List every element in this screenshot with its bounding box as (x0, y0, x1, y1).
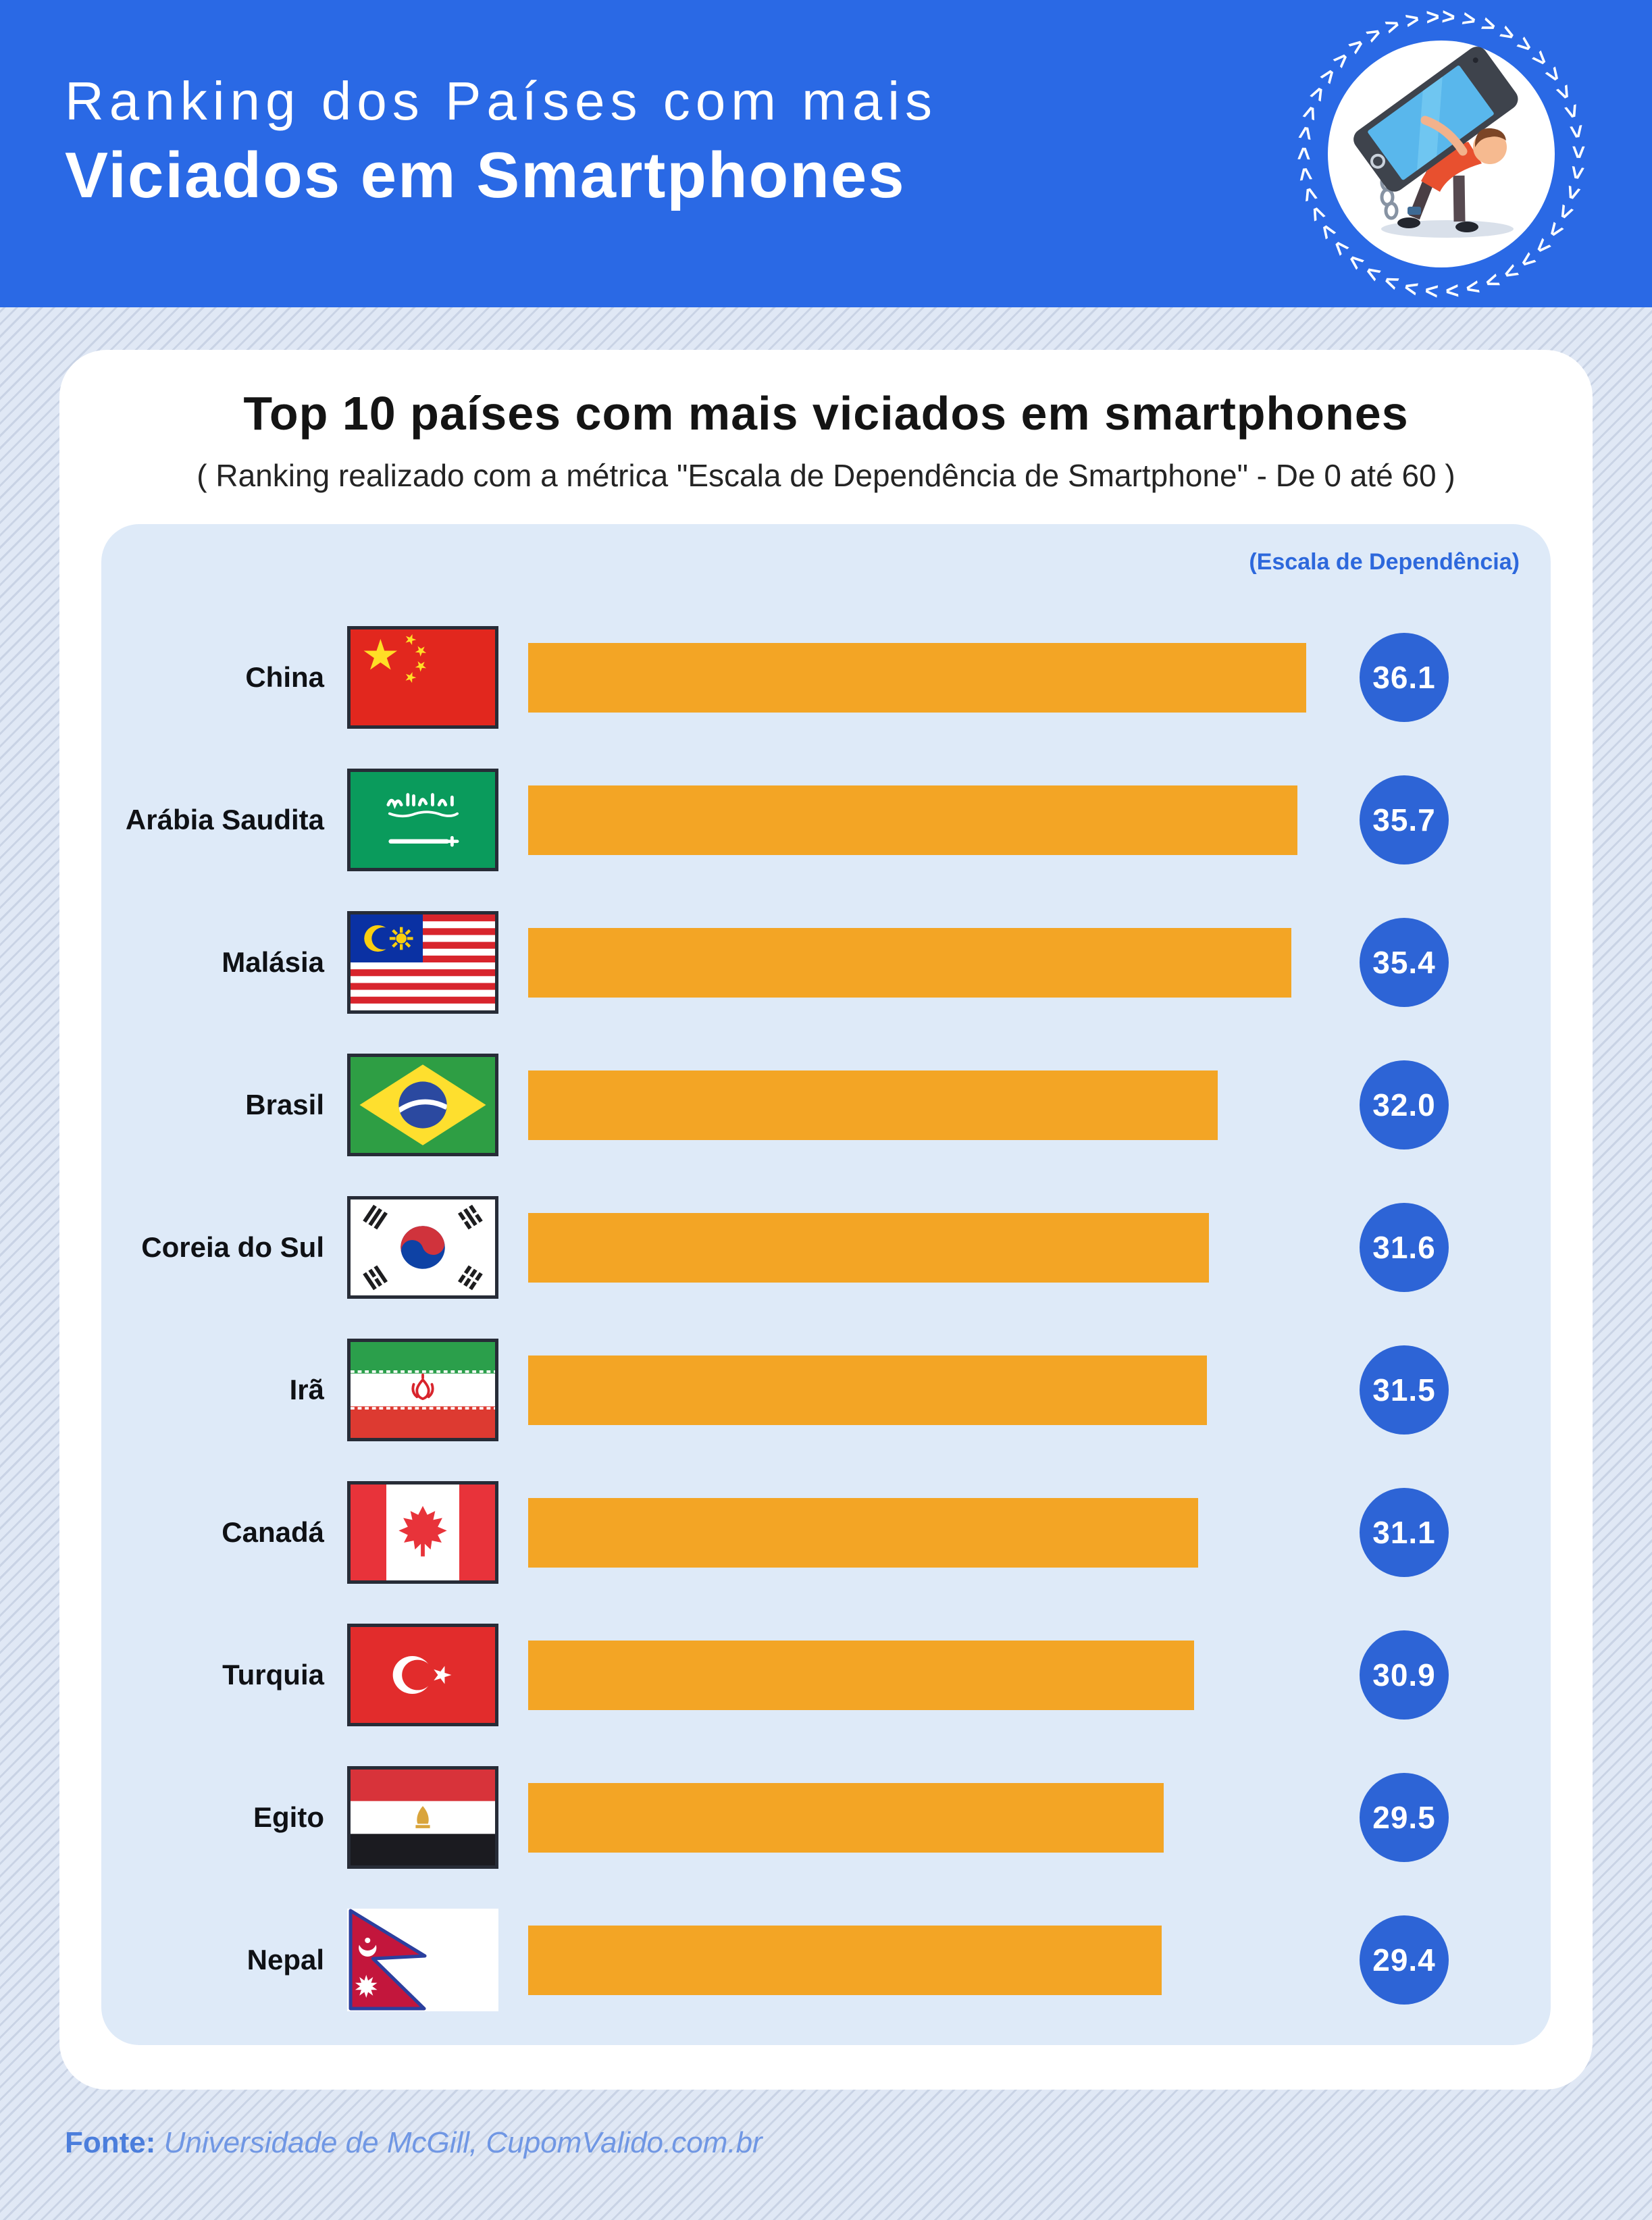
brazil-flag-icon (347, 1054, 498, 1156)
bar-fill (528, 642, 1306, 713)
country-label: Brasil (245, 1088, 324, 1120)
bar-fill (528, 785, 1298, 855)
source-footer: Fonte: Universidade de McGill, CupomVali… (65, 2126, 1652, 2160)
egypt-flag-icon (347, 1766, 498, 1869)
value-badge: 29.5 (1360, 1773, 1449, 1862)
header-title-line2: Viciados em Smartphones (65, 139, 906, 211)
chart-row-iran: Irã (101, 1319, 1551, 1462)
bar-track (528, 1070, 1306, 1140)
chart-panel: (Escala de Dependência) China 36.1 (101, 523, 1551, 2045)
value-badge: 31.5 (1360, 1345, 1449, 1435)
smartphone-addiction-logo-icon: >>>>>>>>>>>>>>>>>>>>>>>>>>>>>>>>>>>>>>>>… (1289, 4, 1585, 304)
bar-fill (528, 1782, 1164, 1853)
value-badge: 32.0 (1360, 1060, 1449, 1150)
country-label: Malásia (222, 946, 324, 978)
chart-row-turkey: Turquia 30.9 (101, 1604, 1551, 1747)
chart-row-saudi-arabia: Arábia Saudita 35.7 (101, 749, 1551, 892)
bar-track (528, 1925, 1306, 1995)
country-label: Canadá (222, 1516, 324, 1548)
value-badge: 35.4 (1360, 918, 1449, 1007)
header-title: Ranking dos Países com mais Viciados em … (65, 73, 937, 210)
bar-track (528, 1497, 1306, 1568)
bar-fill (528, 927, 1291, 998)
chart-row-malaysia: Malásia (101, 892, 1551, 1034)
chart-row-egypt: Egito 29.5 (101, 1747, 1551, 1889)
bar-fill (528, 1070, 1218, 1140)
value-badge: 35.7 (1360, 775, 1449, 864)
value-badge: 36.1 (1360, 633, 1449, 722)
scale-label: (Escala de Dependência) (1249, 548, 1520, 575)
country-label: Nepal (247, 1943, 324, 1976)
saudi-arabia-flag-icon (347, 769, 498, 871)
man-carrying-phone-icon (1353, 47, 1518, 238)
country-label: Irã (289, 1373, 324, 1405)
bar-fill (528, 1640, 1195, 1710)
bar-track (528, 1640, 1306, 1710)
bar-fill (528, 1925, 1162, 1995)
bar-track (528, 1355, 1306, 1425)
turkey-flag-icon (347, 1624, 498, 1726)
value-badge: 30.9 (1360, 1630, 1449, 1720)
country-label: Egito (253, 1801, 324, 1833)
source-text: Universidade de McGill, CupomValido.com.… (163, 2125, 763, 2159)
value-badge: 29.4 (1360, 1915, 1449, 2005)
chart-row-brazil: Brasil 32.0 (101, 1034, 1551, 1177)
bar-fill (528, 1212, 1210, 1283)
chart-subtitle: ( Ranking realizado com a métrica "Escal… (197, 458, 1455, 493)
value-badge: 31.1 (1360, 1488, 1449, 1577)
content-card: Top 10 países com mais viciados em smart… (59, 350, 1593, 2090)
chart-row-china: China 36.1 (101, 606, 1551, 749)
bar-track (528, 642, 1306, 713)
country-label: China (245, 661, 324, 693)
value-badge: 31.6 (1360, 1203, 1449, 1292)
bar-track (528, 927, 1306, 998)
chart-row-canada: Canadá 31.1 (101, 1462, 1551, 1604)
header-banner: Ranking dos Países com mais Viciados em … (0, 0, 1652, 307)
bar-fill (528, 1497, 1199, 1568)
chart-row-nepal: Nepal 29.4 (101, 1889, 1551, 2032)
china-flag-icon (347, 626, 498, 729)
bar-fill (528, 1355, 1208, 1425)
south-korea-flag-icon (347, 1196, 498, 1299)
iran-flag-icon (347, 1339, 498, 1441)
country-label: Coreia do Sul (141, 1231, 324, 1263)
chart-title: Top 10 países com mais viciados em smart… (243, 387, 1409, 440)
malaysia-flag-icon (347, 911, 498, 1014)
country-label: Turquia (222, 1658, 324, 1690)
header-title-line1: Ranking dos Países com mais (65, 71, 938, 131)
source-label: Fonte: (65, 2125, 156, 2159)
chart-rows: China 36.1 Arábia Saudita (101, 606, 1551, 2032)
bar-track (528, 1212, 1306, 1283)
bar-track (528, 1782, 1306, 1853)
bar-track (528, 785, 1306, 855)
canada-flag-icon (347, 1481, 498, 1584)
nepal-flag-icon (347, 1909, 498, 2011)
chart-row-south-korea: Coreia do Sul (101, 1177, 1551, 1319)
country-label: Arábia Saudita (125, 803, 324, 835)
